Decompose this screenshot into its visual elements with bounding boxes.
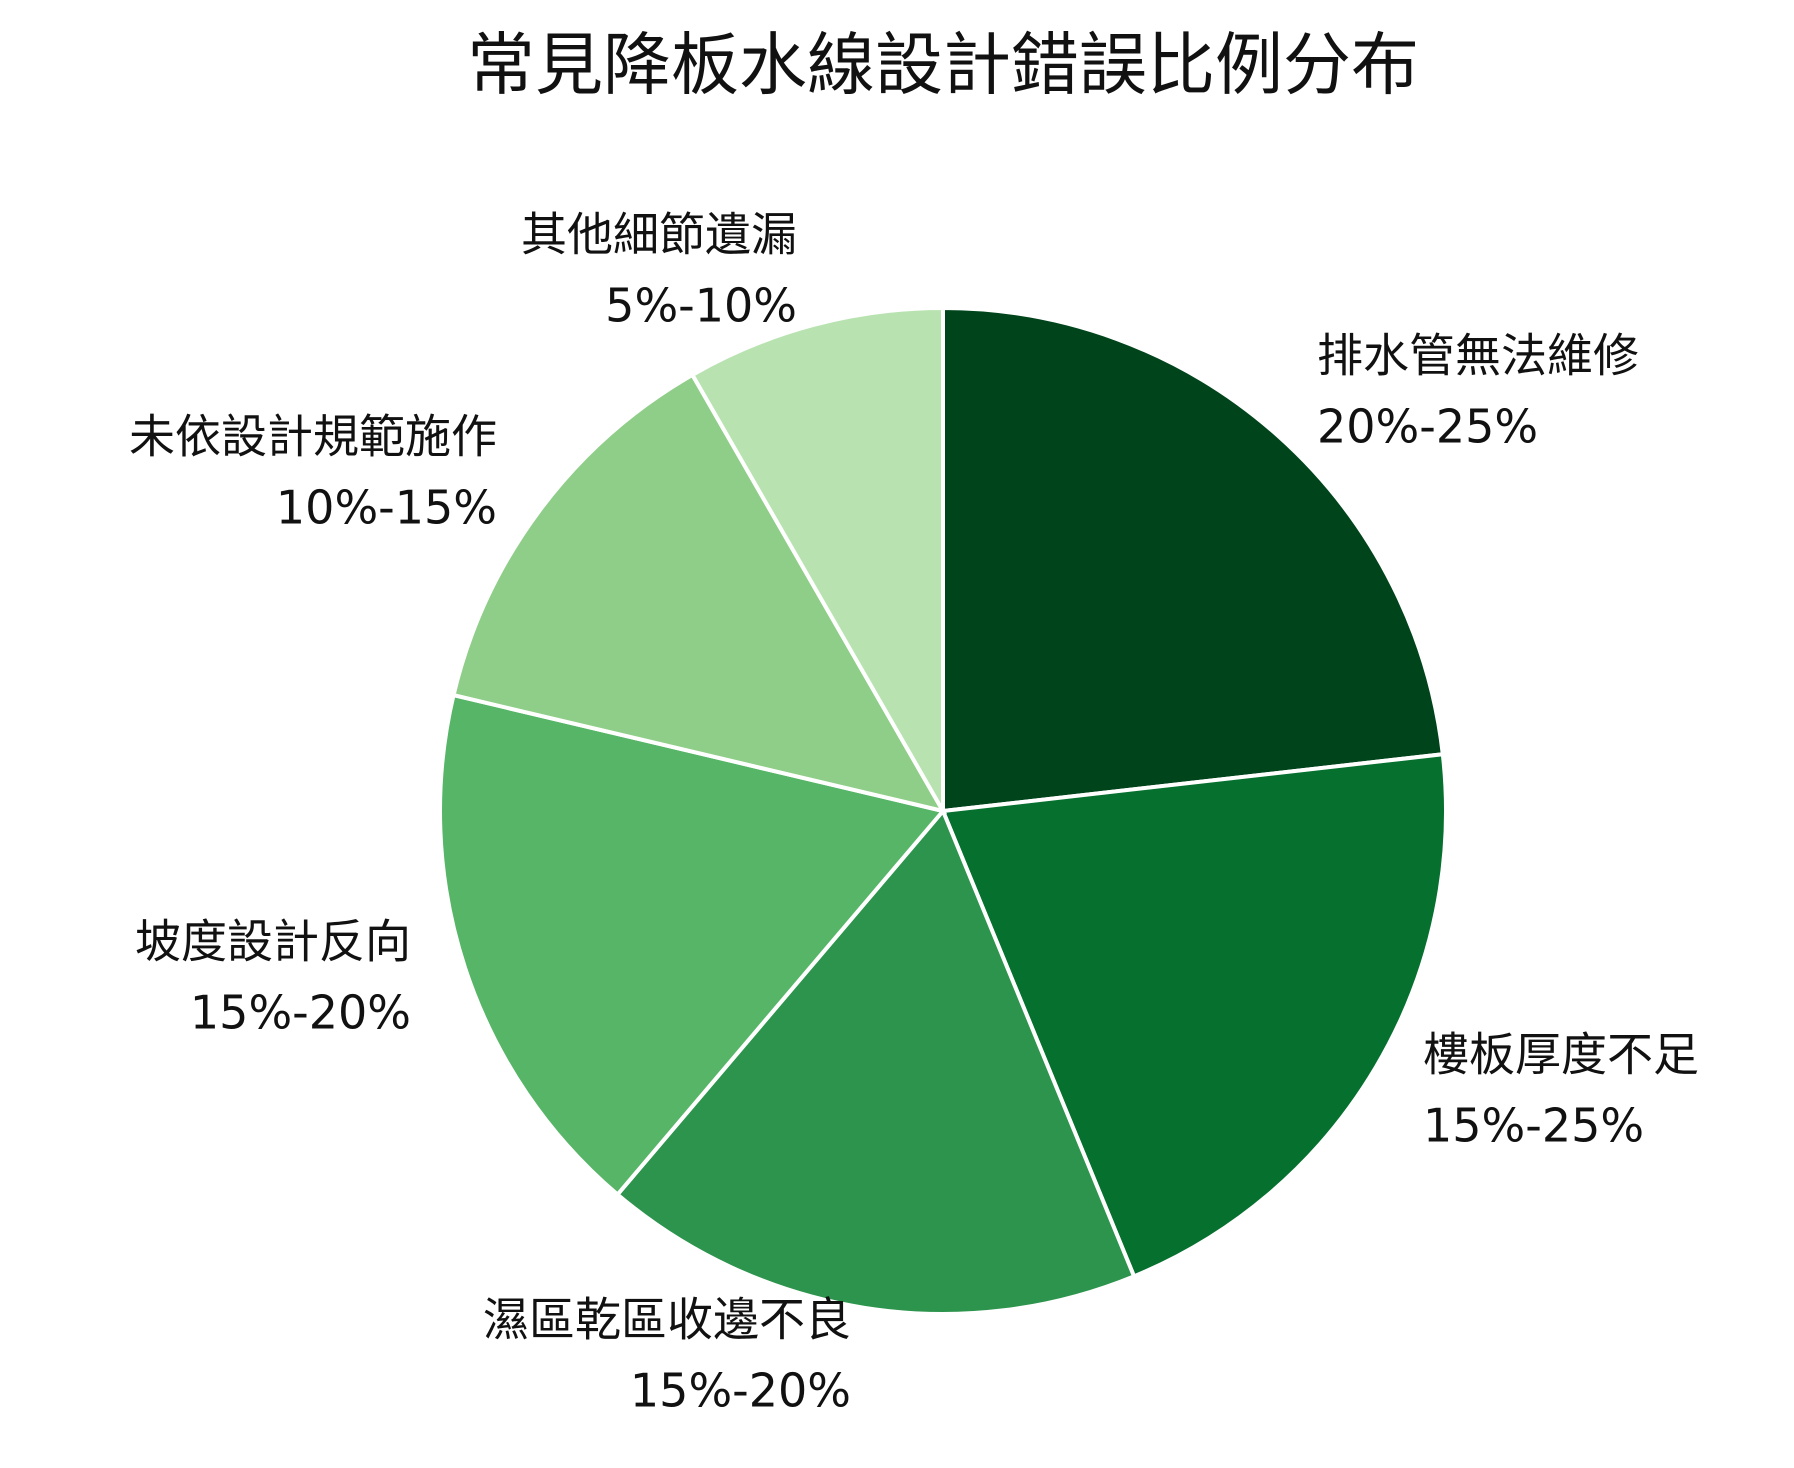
slice-range-label: 5%-10% [605,279,797,333]
pie-slice [614,807,1137,1316]
slice-range-label: 15%-25% [1423,1099,1644,1153]
pie-slice [941,305,1446,814]
pie-slice [689,305,945,819]
slice-label: 其他細節遺漏 [521,208,797,262]
pie-slice [451,372,948,815]
slice-range-label: 20%-25% [1317,400,1538,454]
slice-label: 樓板厚度不足 [1423,1028,1699,1082]
slice-range-label: 15%-20% [630,1364,851,1418]
slice-label: 坡度設計反向 [135,915,411,969]
pie-slice [940,752,1449,1279]
slice-range-label: 10%-15% [276,481,497,535]
slice-label: 未依設計規範施作 [129,410,497,464]
chart-title: 常見降板水線設計錯誤比例分布 [467,27,1419,106]
pie-slice [438,692,947,1198]
slice-label: 排水管無法維修 [1317,329,1639,383]
slice-label: 濕區乾區收邊不良 [483,1293,851,1347]
slice-range-label: 15%-20% [190,986,411,1040]
